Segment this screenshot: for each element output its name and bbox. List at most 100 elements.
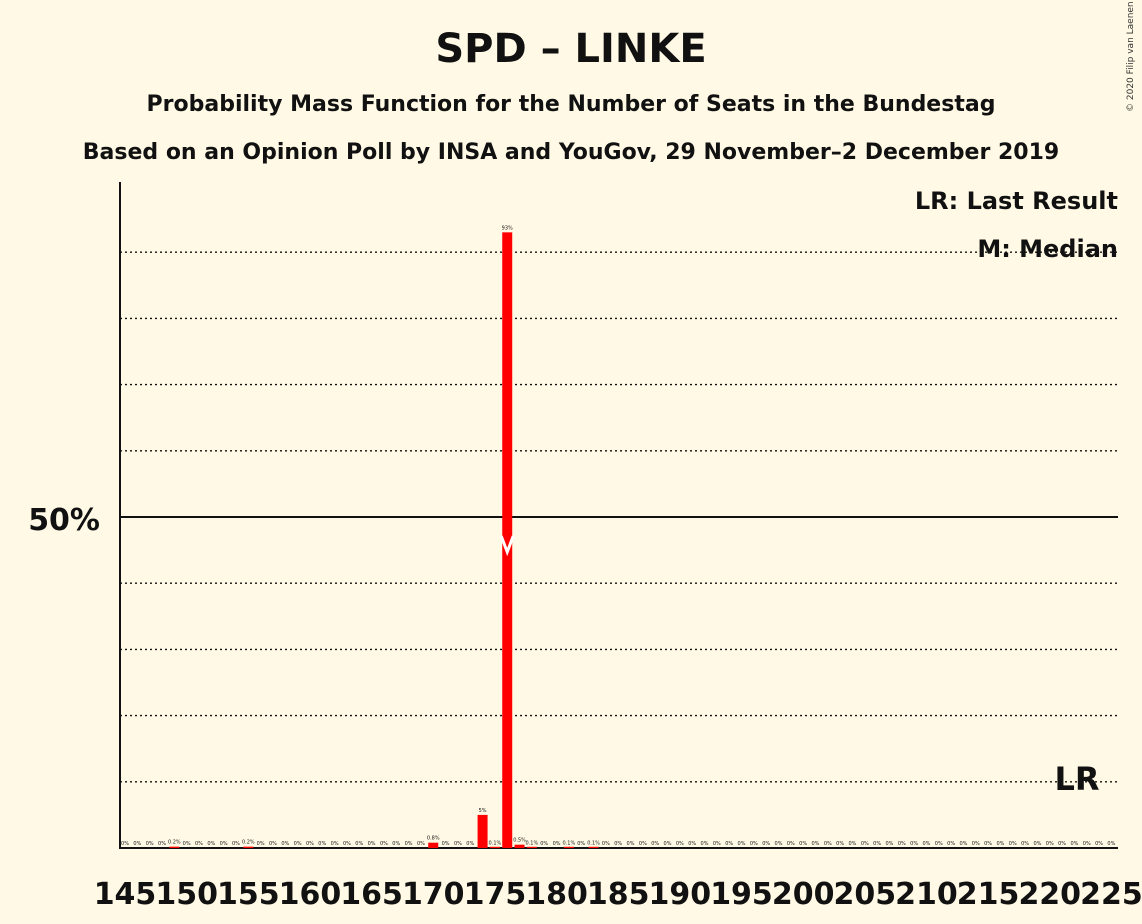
data-label-191: 0% [688,841,696,847]
data-label-188: 0% [651,841,659,847]
data-label-145: 0% [121,841,129,847]
data-label-158: 0% [281,841,289,847]
x-tick-label-180: 180 [525,877,588,912]
data-label-151: 0% [195,841,203,847]
bar-183 [588,846,599,848]
data-label-171: 0% [442,841,450,847]
bars [169,232,599,849]
data-label-187: 0% [639,841,647,847]
data-label-179: 0% [540,841,548,847]
data-label-194: 0% [725,841,733,847]
data-labels: 0% 0% 0% 0% 0.2% 0% 0% 0% 0% 0% 0.2% 0% 0% 0% 0% 0% 0% 0%… [121,225,1116,847]
data-label-165: 0% [368,841,376,847]
x-tick-label-185: 185 [587,877,650,912]
data-label-198: 0% [775,841,783,847]
data-label-159: 0% [294,841,302,847]
data-label-199: 0% [787,841,795,847]
data-label-183: 0.1% [587,840,600,846]
data-label-190: 0% [676,841,684,847]
bar-181 [563,846,574,848]
data-label-148: 0% [158,841,166,847]
data-label-174: 5% [479,808,487,814]
x-tick-label-190: 190 [649,877,712,912]
x-tick-label-205: 205 [833,877,896,912]
data-label-210: 0% [922,841,930,847]
bar-170 [428,842,439,848]
data-label-216: 0% [996,841,1004,847]
data-label-180: 0% [553,841,561,847]
bar-175 [489,846,500,848]
data-label-181: 0.1% [563,840,576,846]
data-label-172: 0% [454,841,462,847]
data-label-221: 0% [1058,841,1066,847]
data-label-163: 0% [343,841,351,847]
data-label-204: 0% [849,841,857,847]
data-label-169: 0% [417,841,425,847]
median-marker [499,535,515,557]
data-label-225: 0% [1107,841,1115,847]
data-label-222: 0% [1070,841,1078,847]
data-label-186: 0% [627,841,635,847]
x-tick-label-170: 170 [402,877,465,912]
data-label-201: 0% [812,841,820,847]
data-label-203: 0% [836,841,844,847]
x-tick-label-165: 165 [340,877,403,912]
data-label-177: 0.5% [513,838,526,844]
data-label-178: 0.1% [526,840,539,846]
x-tick-label-145: 145 [94,877,157,912]
data-label-211: 0% [935,841,943,847]
data-label-207: 0% [885,841,893,847]
data-label-162: 0% [331,841,339,847]
data-label-161: 0% [318,841,326,847]
data-label-149: 0.2% [168,840,181,846]
data-label-164: 0% [355,841,363,847]
data-label-175: 0.1% [489,840,502,846]
data-label-202: 0% [824,841,832,847]
data-label-182: 0% [577,841,585,847]
data-label-176: 93% [502,225,513,231]
data-label-155: 0.2% [242,840,255,846]
gridlines [120,251,1118,783]
data-label-157: 0% [269,841,277,847]
chart-subtitle: Probability Mass Function for the Number… [146,92,996,117]
data-label-223: 0% [1083,841,1091,847]
bar-178 [526,846,537,848]
data-label-218: 0% [1021,841,1029,847]
chart-title: SPD – LINKE [435,26,707,72]
bar-177 [514,844,525,848]
data-label-185: 0% [614,841,622,847]
data-label-189: 0% [664,841,672,847]
data-label-214: 0% [972,841,980,847]
x-tick-label-195: 195 [710,877,773,912]
x-tick-label-215: 215 [957,877,1020,912]
data-label-213: 0% [959,841,967,847]
y-tick-label-50: 50% [28,503,100,538]
legend-last-result: LR: Last Result [915,187,1118,215]
data-label-224: 0% [1095,841,1103,847]
data-label-219: 0% [1033,841,1041,847]
data-label-195: 0% [738,841,746,847]
data-label-152: 0% [207,841,215,847]
bar-174 [477,814,488,848]
x-tick-label-150: 150 [155,877,218,912]
data-label-200: 0% [799,841,807,847]
data-label-170: 0.8% [427,836,440,842]
data-label-147: 0% [146,841,154,847]
x-tick-label-210: 210 [895,877,958,912]
data-label-168: 0% [405,841,413,847]
chart-source: Based on an Opinion Poll by INSA and You… [82,140,1060,165]
data-label-193: 0% [713,841,721,847]
data-label-205: 0% [861,841,869,847]
data-label-212: 0% [947,841,955,847]
data-label-166: 0% [380,841,388,847]
x-tick-label-155: 155 [217,877,280,912]
data-label-215: 0% [984,841,992,847]
x-tick-label-200: 200 [772,877,835,912]
x-tick-label-225: 225 [1080,877,1142,912]
data-label-197: 0% [762,841,770,847]
data-label-192: 0% [701,841,709,847]
bar-155 [243,846,254,848]
data-label-146: 0% [133,841,141,847]
x-tick-label-160: 160 [279,877,342,912]
